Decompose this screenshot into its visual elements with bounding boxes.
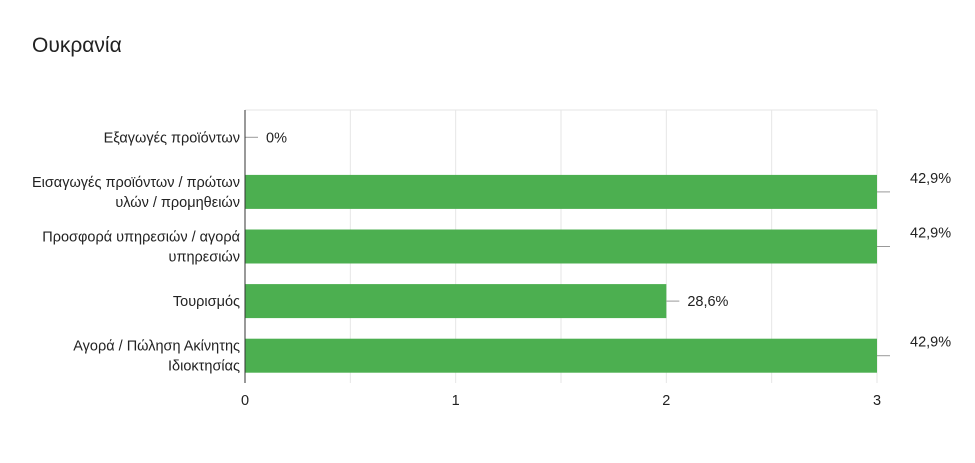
value-label: 42,9%	[910, 226, 951, 242]
category-label: Προσφορά υπηρεσιών / αγορά	[42, 230, 240, 246]
value-label: 42,9%	[910, 171, 951, 187]
category-label: Αγορά / Πώληση Ακίνητης	[73, 339, 240, 355]
bar	[245, 174, 877, 209]
x-tick-label: 1	[452, 393, 460, 409]
value-label: 28,6%	[687, 294, 728, 310]
category-label: Τουρισμός	[173, 294, 240, 310]
chart-title: Ουκρανία	[32, 34, 122, 57]
category-label: υπηρεσιών	[169, 250, 240, 266]
x-tick-label: 3	[873, 393, 881, 409]
category-label: Εισαγωγές προϊόντων / πρώτων	[32, 175, 240, 191]
bar	[245, 284, 667, 319]
category-label: υλών / προμηθειών	[115, 195, 240, 211]
bar	[245, 229, 877, 264]
category-label: Ιδιοκτησίας	[168, 359, 240, 375]
value-label: 0%	[266, 130, 287, 146]
value-label: 42,9%	[910, 335, 951, 351]
x-tick-label: 2	[662, 393, 670, 409]
category-label: Εξαγωγές προϊόντων	[104, 130, 240, 146]
bar	[245, 338, 877, 373]
x-tick-label: 0	[241, 393, 249, 409]
